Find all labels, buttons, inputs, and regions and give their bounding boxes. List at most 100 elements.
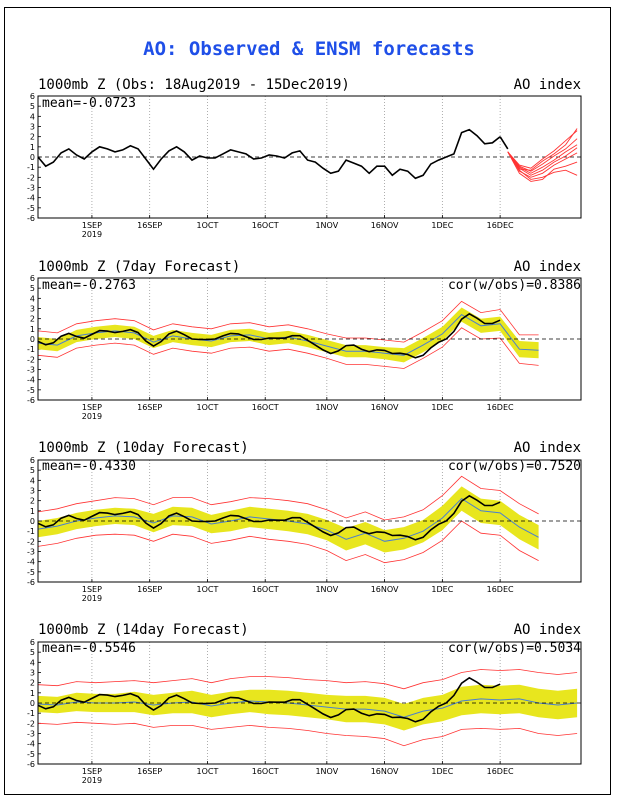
y-tick-label: -2 xyxy=(27,173,35,182)
x-tick-label: 1DEC xyxy=(431,221,453,230)
y-tick-label: -3 xyxy=(27,184,35,193)
y-tick-label: 6 xyxy=(30,638,35,647)
y-tick-label: -1 xyxy=(27,527,35,536)
y-tick-label: 5 xyxy=(30,648,35,657)
x-tick-label: 1SEP xyxy=(82,403,102,412)
y-tick-label: -4 xyxy=(27,740,35,749)
y-tick-label: -6 xyxy=(27,578,35,587)
x-tick-label: 16OCT xyxy=(252,221,279,230)
y-tick-label: -1 xyxy=(27,163,35,172)
y-tick-label: -2 xyxy=(27,537,35,546)
y-tick-label: 0 xyxy=(30,335,35,344)
y-tick-label: 3 xyxy=(30,669,35,678)
plot-area-border xyxy=(37,459,582,583)
panel-label-observed: AO index xyxy=(514,77,581,93)
x-tick-label: 16OCT xyxy=(252,403,279,412)
y-tick-label: 1 xyxy=(30,507,35,516)
ensemble-upper-line xyxy=(37,475,539,521)
forecast-member-line xyxy=(507,147,578,176)
x-tick-label: 16NOV xyxy=(371,585,399,594)
ensemble-upper-line xyxy=(37,300,539,343)
panel-10day: 1000mb Z (10day Forecast) AO index mean=… xyxy=(27,440,582,603)
x-tick-label: 1OCT xyxy=(197,585,219,594)
y-tick-label: 6 xyxy=(30,456,35,465)
x-tick-label: 1NOV xyxy=(315,403,338,412)
forecast-member-line xyxy=(507,130,578,169)
x-tick-label: 1SEP xyxy=(82,221,102,230)
panel-cor-10day: cor(w/obs)=0.7520 xyxy=(448,459,581,474)
x-tick-label: 16DEC xyxy=(487,767,514,776)
y-tick-label: 0 xyxy=(30,153,35,162)
y-tick-label: 5 xyxy=(30,102,35,111)
x-tick-label: 1DEC xyxy=(431,767,453,776)
x-tick-label: 1DEC xyxy=(431,585,453,594)
forecast-member-line xyxy=(507,144,578,174)
y-tick-label: -3 xyxy=(27,548,35,557)
observed-line xyxy=(37,494,501,541)
panel-mean-7day: mean=-0.2763 xyxy=(42,278,136,293)
y-tick-label: -4 xyxy=(27,376,35,385)
y-tick-label: -6 xyxy=(27,214,35,223)
x-tick-label: 16SEP xyxy=(137,221,162,230)
ensemble-mean-line xyxy=(37,497,539,542)
ensemble-lower-line xyxy=(37,520,539,564)
forecast-member-line xyxy=(507,151,578,182)
ensemble-lower-line xyxy=(37,721,578,747)
observed-line xyxy=(37,128,501,180)
panel-mean-14day: mean=-0.5546 xyxy=(42,641,136,656)
y-tick-label: 4 xyxy=(30,112,35,121)
y-tick-label: 4 xyxy=(30,658,35,667)
x-tick-label: 16OCT xyxy=(252,585,279,594)
x-tick-label: 1OCT xyxy=(197,403,219,412)
panel-title-10day: 1000mb Z (10day Forecast) xyxy=(38,440,249,456)
plot-area-border xyxy=(37,95,582,219)
y-tick-label: -1 xyxy=(27,709,35,718)
x-tick-label: 1DEC xyxy=(431,403,453,412)
y-tick-label: -3 xyxy=(27,730,35,739)
panel-cor-14day: cor(w/obs)=0.5034 xyxy=(448,641,581,656)
y-tick-label: -4 xyxy=(27,194,35,203)
y-tick-label: 6 xyxy=(30,274,35,283)
figure-frame xyxy=(4,7,611,795)
y-tick-label: -6 xyxy=(27,760,35,769)
panel-title-observed: 1000mb Z (Obs: 18Aug2019 - 15Dec2019) xyxy=(38,77,350,93)
x-tick-sublabel: 2019 xyxy=(82,594,102,603)
panel-mean-observed: mean=-0.0723 xyxy=(42,96,136,111)
y-tick-label: 6 xyxy=(30,92,35,101)
x-tick-sublabel: 2019 xyxy=(82,412,102,421)
observed-line-tail xyxy=(499,136,509,150)
y-tick-label: 0 xyxy=(30,699,35,708)
observed-line xyxy=(37,676,501,723)
x-tick-label: 16OCT xyxy=(252,767,279,776)
y-tick-label: 2 xyxy=(30,497,35,506)
x-tick-label: 16SEP xyxy=(137,767,162,776)
y-tick-label: 1 xyxy=(30,689,35,698)
ensemble-upper-line xyxy=(37,669,578,690)
y-tick-label: 5 xyxy=(30,466,35,475)
y-tick-label: 2 xyxy=(30,133,35,142)
y-tick-label: -1 xyxy=(27,345,35,354)
x-tick-label: 1OCT xyxy=(197,221,219,230)
y-tick-label: 3 xyxy=(30,123,35,132)
y-tick-label: 3 xyxy=(30,487,35,496)
panel-label-10day: AO index xyxy=(514,440,581,456)
y-tick-label: -5 xyxy=(27,568,35,577)
forecast-member-line xyxy=(507,128,578,171)
y-tick-label: 3 xyxy=(30,305,35,314)
x-tick-label: 16NOV xyxy=(371,767,399,776)
panel-14day: 1000mb Z (14day Forecast) AO index mean=… xyxy=(27,622,582,785)
y-tick-label: -3 xyxy=(27,366,35,375)
x-tick-label: 16NOV xyxy=(371,221,399,230)
y-tick-label: -5 xyxy=(27,204,35,213)
ensemble-spread-band xyxy=(38,307,539,363)
panel-7day: 1000mb Z (7day Forecast) AO index mean=-… xyxy=(27,259,582,421)
x-tick-label: 1SEP xyxy=(82,767,102,776)
y-tick-label: 5 xyxy=(30,284,35,293)
panel-cor-7day: cor(w/obs)=0.8386 xyxy=(448,278,581,293)
plot-area-border xyxy=(37,277,582,401)
y-tick-label: 1 xyxy=(30,143,35,152)
ensemble-lower-line xyxy=(37,327,539,369)
forecast-member-line xyxy=(507,151,578,180)
forecast-member-line xyxy=(507,151,578,178)
